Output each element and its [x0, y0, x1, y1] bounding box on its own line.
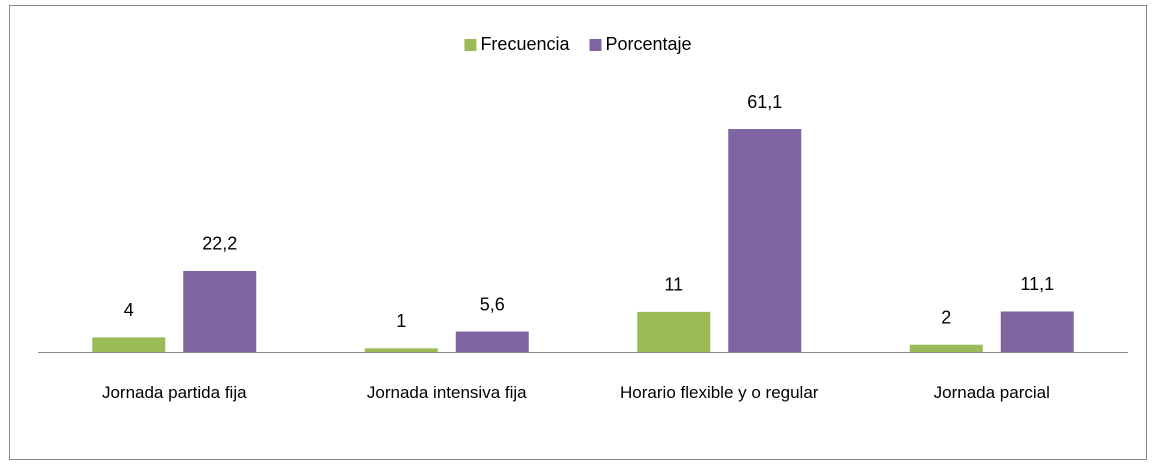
bar — [455, 331, 529, 352]
bar — [183, 270, 257, 352]
x-tick-label-box: Jornada partida fija — [101, 383, 247, 402]
data-label: 4 — [124, 300, 134, 320]
legend-label: Porcentaje — [605, 34, 691, 54]
x-tick-label: Jornada parcial — [933, 383, 1050, 402]
bar — [728, 129, 802, 352]
bar — [364, 348, 438, 352]
data-label: 11,1 — [1020, 274, 1054, 294]
bar — [637, 311, 711, 352]
bar — [1000, 311, 1074, 352]
x-tick-label-box: Jornada intensiva fija — [366, 383, 527, 402]
legend-swatch — [589, 39, 602, 51]
legend-swatch — [464, 39, 477, 51]
x-tick-label: Jornada intensiva fija — [366, 383, 527, 402]
bar — [909, 344, 983, 352]
legend-item: Frecuencia — [464, 34, 570, 54]
x-tick-label: Horario flexible y o regular — [620, 383, 819, 402]
data-label: 1 — [396, 311, 406, 331]
x-tick-label-box: Jornada parcial — [933, 383, 1050, 402]
legend-item: Porcentaje — [589, 34, 692, 54]
data-label: 22,2 — [202, 234, 237, 254]
data-label: 11 — [664, 275, 683, 295]
bar — [92, 337, 166, 352]
data-label: 2 — [941, 307, 951, 327]
x-tick-label: Jornada partida fija — [101, 383, 247, 402]
x-tick-label-box: Horario flexible y o regular — [620, 383, 819, 402]
legend-label: Frecuencia — [480, 34, 570, 54]
chart-border — [9, 5, 1147, 460]
data-label: 61,1 — [747, 92, 782, 112]
data-label: 5,6 — [480, 294, 505, 314]
